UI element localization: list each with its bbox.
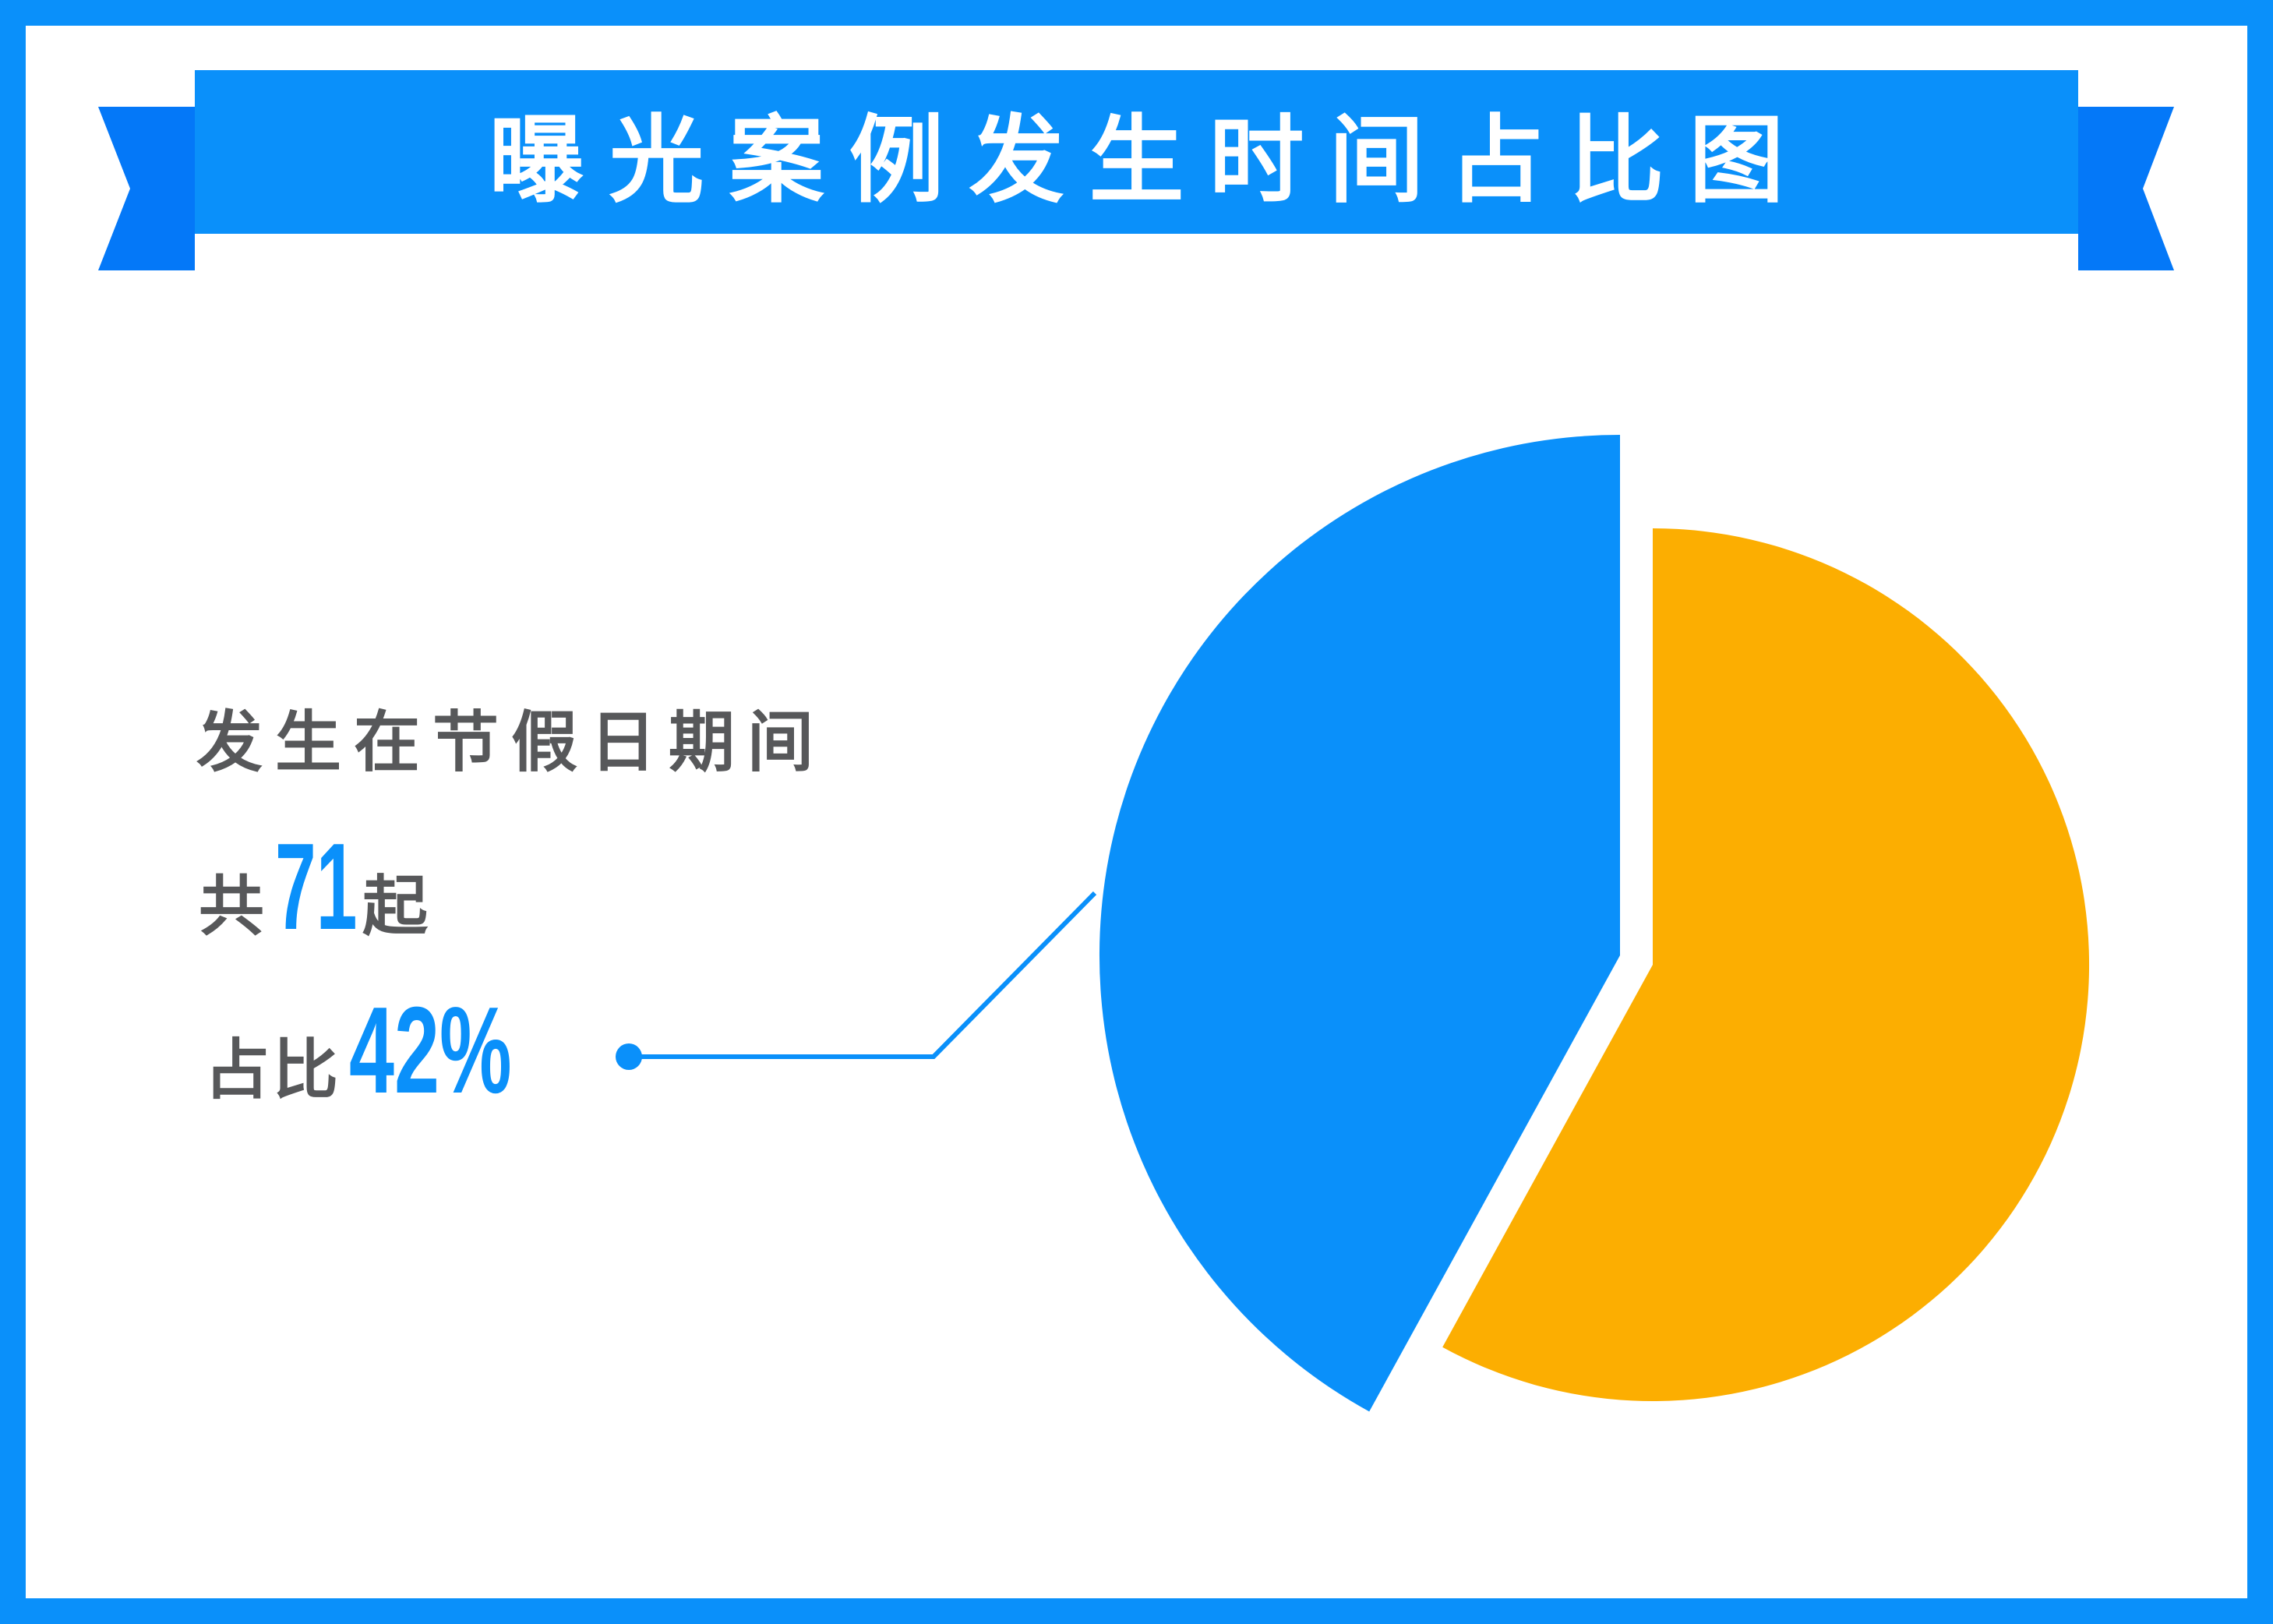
count-prefix: 共 <box>199 870 265 943</box>
case-count-value: 71 <box>275 818 358 955</box>
percent-value: 42% <box>349 982 512 1119</box>
leader-dot <box>616 1043 642 1070</box>
ribbon-banner: 曝光案例发生时间占比图 <box>195 70 2078 234</box>
percent-prefix: 占比 <box>204 1033 342 1107</box>
pie-slice-holiday <box>1099 435 1620 1412</box>
percent-line: 占比 42% <box>204 980 595 1121</box>
count-suffix: 起 <box>362 870 429 943</box>
case-count-line: 共 71 起 <box>199 817 428 958</box>
holiday-label: 发生在节假日期间 <box>196 706 827 780</box>
pie-slice-other <box>1442 528 2090 1402</box>
leader-line <box>639 891 1097 1059</box>
page-title: 曝光案例发生时间占比图 <box>489 107 1809 214</box>
